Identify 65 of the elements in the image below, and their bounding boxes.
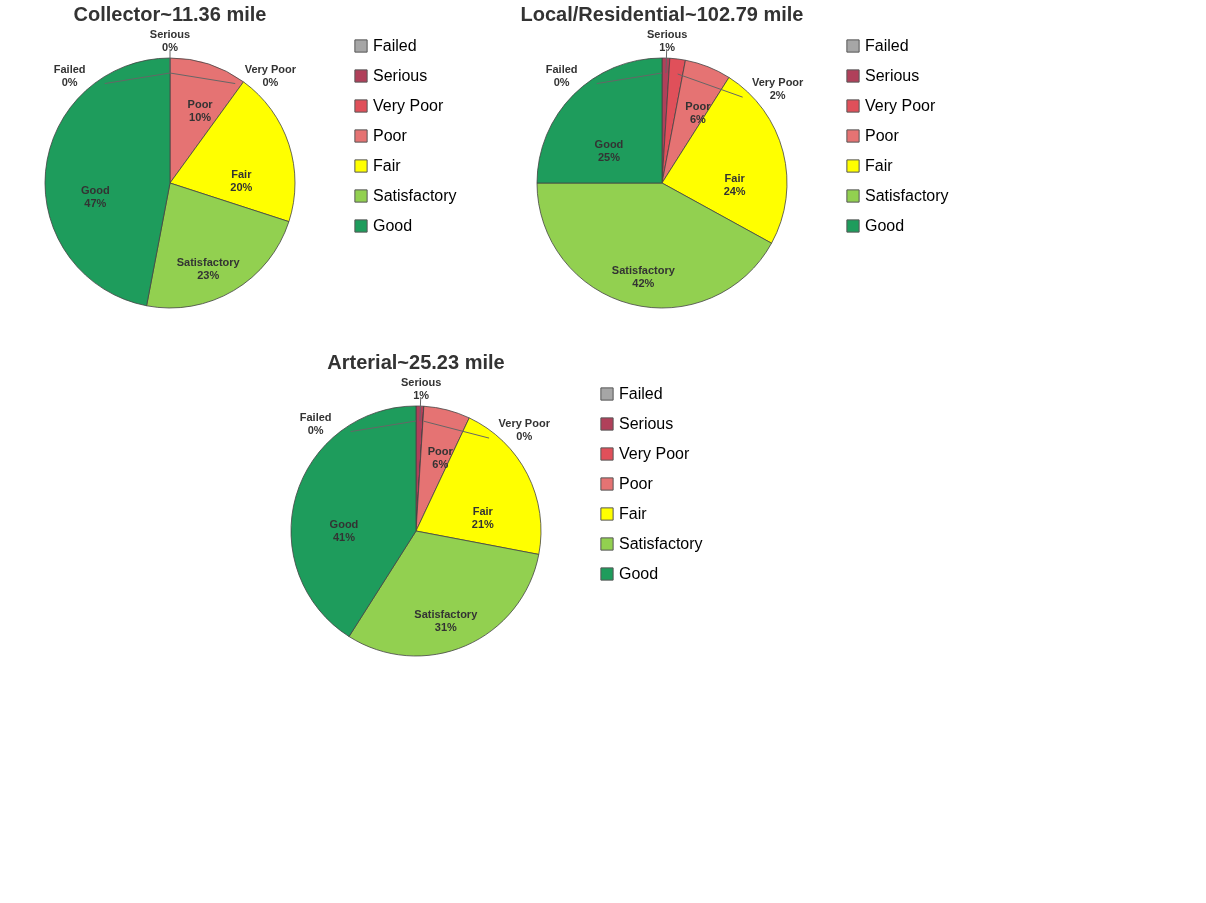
data-label: 20% (230, 180, 253, 193)
legend-label: Fair (373, 157, 402, 174)
legend-label: Failed (619, 385, 663, 402)
category-label: Very Poor (244, 62, 297, 75)
legend-label: Serious (373, 67, 428, 84)
text: 0% (553, 75, 570, 88)
data-label: 21% (471, 517, 495, 530)
text: 0% (307, 423, 324, 436)
data-label: 31% (434, 620, 458, 633)
legend-label: Very Poor (865, 97, 936, 114)
slice-label: Serious (400, 376, 442, 389)
slice-label: Satisfactory (176, 255, 241, 268)
legend-label: Very Poor (619, 445, 690, 462)
text: 0% (262, 75, 279, 88)
legend-label: Good (619, 565, 659, 582)
category-label: Very Poor (498, 417, 550, 430)
slice-label: Good (329, 518, 359, 531)
legend-label: Serious (619, 415, 674, 432)
legend-label: Fair (619, 505, 648, 522)
legend-label: Failed (865, 37, 909, 54)
text: 0% (61, 75, 78, 88)
slice-label: Satisfactory (611, 263, 676, 276)
chart-title: Collector~11.36 mile (73, 3, 267, 25)
slice-label: Fair (472, 504, 494, 517)
slice-label: Serious (646, 28, 688, 41)
category-label: Failed (545, 62, 578, 75)
legend-label: Poor (373, 127, 408, 144)
slice-label: Good (80, 183, 110, 196)
category-label: Failed (299, 410, 332, 423)
slice-label: Fair (231, 167, 253, 180)
data-label: 2% (769, 89, 786, 102)
data-label: 41% (332, 531, 356, 544)
slice-label: Poor (685, 100, 712, 113)
legend-label: Good (865, 217, 905, 234)
data-label: 6% (432, 457, 449, 470)
chart-title: Local/Residential~102.79 mile (520, 3, 804, 26)
slice-label: Poor (427, 444, 454, 457)
data-label: 23% (197, 268, 220, 281)
legend-label: Satisfactory (619, 535, 703, 552)
legend-label: Poor (865, 127, 900, 144)
legend-label: Satisfactory (373, 187, 457, 204)
data-label: 25% (597, 150, 621, 163)
legend-label: Failed (373, 37, 417, 54)
data-label: 10% (189, 111, 212, 124)
legend-label: Serious (865, 67, 920, 84)
legend-label: Satisfactory (865, 187, 949, 204)
text: 0% (516, 430, 533, 443)
slice-label: Good (594, 137, 624, 150)
text: 0% (162, 41, 178, 53)
data-label: 47% (84, 196, 107, 209)
category-label: Failed (53, 62, 86, 75)
chart-title: Arterial~25.23 mile (327, 351, 505, 374)
slice-label: Very Poor (751, 76, 805, 89)
legend-label: Fair (865, 157, 894, 174)
slice-label: Fair (724, 172, 746, 185)
slice-label: Satisfactory (414, 607, 479, 620)
legend-label: Poor (619, 475, 654, 492)
slice-label: Poor (187, 98, 214, 111)
data-label: 1% (413, 389, 430, 402)
data-label: 24% (723, 185, 746, 198)
legend-label: Very Poor (373, 97, 444, 114)
legend-label: Good (373, 217, 413, 234)
data-label: 1% (659, 41, 676, 54)
data-label: 42% (632, 276, 655, 289)
category-label: Serious (149, 28, 191, 40)
